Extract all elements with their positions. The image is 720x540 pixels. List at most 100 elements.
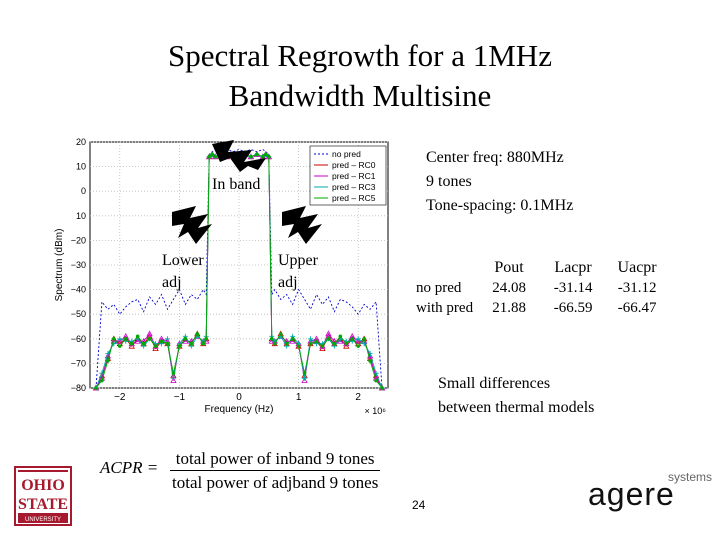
y-tick-label: −80 [71,383,86,393]
data-point [164,336,170,342]
data-point [261,154,265,159]
data-point [350,337,355,341]
center-info: Center freq: 880MHz 9 tones Tone-spacing… [426,146,573,218]
data-point [99,370,105,376]
data-point [129,341,134,346]
data-point [344,341,349,346]
y-tick-label: −20 [71,235,86,245]
data-point [302,371,307,376]
data-point [141,341,146,346]
data-point [373,370,379,376]
title-line-2: Bandwidth Multisine [228,78,492,113]
data-point [326,337,331,341]
data-point [355,337,362,344]
bolt-upper-adj [282,206,322,244]
acpr-cell: -31.14 [553,280,593,296]
y-tick-label: 10 [76,162,86,172]
data-point [118,344,122,348]
data-point [117,336,123,342]
data-point [267,154,271,159]
lower-adj-line2: adj [162,274,182,291]
y-tick-label: −70 [71,358,86,368]
y-tick-label: −30 [71,260,86,270]
slide-title: Spectral Regrowth for a 1MHz Bandwidth M… [0,36,720,116]
data-point [201,341,206,346]
lower-adj-label: Lower adj [162,250,204,294]
data-point [183,337,188,341]
data-point [320,344,325,348]
data-point [106,359,110,363]
data-point [171,371,176,376]
in-band-label: In band [212,176,261,193]
formula-numerator: total power of inband 9 tones [170,448,381,471]
data-point [284,341,289,346]
osu-logo-line1: OHIO [21,477,65,494]
acpr-cell: -31.12 [617,280,657,296]
y-tick-label: 20 [76,137,86,147]
x-tick-label: 1 [296,392,302,403]
acpr-cell: -66.59 [553,300,593,316]
title-line-1: Spectral Regrowth for a 1MHz [168,38,552,73]
acpr-row-with-pred: with pred 21.88 -66.59 -66.47 [412,298,669,318]
y-tick-label: −40 [71,285,86,295]
data-point [210,152,214,157]
y-tick-label: −50 [71,309,86,319]
formula-lhs: ACPR = [100,458,159,477]
spacing-text: Tone-spacing: 0.1MHz [426,197,574,214]
data-point [325,330,332,337]
data-point [147,337,152,341]
y-tick-label: 10 [76,211,86,221]
acpr-header-uacpr: Uacpr [617,259,657,276]
acpr-table: Pout Lacpr Uacpr no pred 24.08 -31.14 -3… [412,258,669,318]
data-point [135,334,140,339]
center-freq-text: Center freq: 880MHz [426,149,564,166]
bolt-in-band [212,140,266,172]
y-tick-label: −60 [71,334,86,344]
data-point [94,386,98,390]
page-number: 24 [412,498,426,512]
x-tick-label: 2 [355,392,361,403]
data-point [368,359,372,363]
formula-fraction: total power of inband 9 tones total powe… [170,448,381,495]
data-point [338,334,343,339]
data-point [112,337,116,341]
legend-label: pred – RC3 [332,182,376,192]
legend-label: pred – RC5 [332,193,376,203]
data-point [272,341,277,346]
note-line-1: Small differences [438,375,551,392]
x-multiplier-label: × 10⁶ [365,406,387,416]
acpr-header-pout: Pout [494,259,524,276]
data-point [356,344,361,348]
series-line-0 [95,148,383,389]
data-point [123,337,128,341]
data-point [314,339,319,344]
acpr-header-row: Pout Lacpr Uacpr [412,258,669,278]
agere-logo: agere systems [588,470,712,513]
y-tick-label: 0 [81,186,86,196]
y-axis-label: Spectrum (dBm) [54,229,65,302]
x-tick-label: −1 [174,392,186,403]
acpr-cell: 24.08 [492,280,526,296]
data-point [177,344,182,348]
data-point [374,378,378,383]
osu-logo-line3: UNIVERSITY [25,517,61,523]
upper-adj-label: Upper adj [278,250,318,294]
osu-logo: OHIO STATE UNIVERSITY [14,466,72,526]
data-point [207,154,211,159]
data-point [116,337,123,344]
x-tick-label: −2 [114,392,126,403]
data-point [301,377,308,384]
data-point [146,330,153,337]
data-point [165,341,170,346]
bolt-lower-adj [172,206,212,244]
data-point [249,154,253,159]
data-point [332,341,337,346]
data-point [380,386,384,390]
acpr-row-no-pred: no pred 24.08 -31.14 -31.12 [412,278,669,298]
upper-adj-line1: Upper [278,252,318,269]
legend-label: pred – RC0 [332,160,376,170]
data-point [204,337,209,341]
acpr-cell: -66.47 [617,300,657,316]
data-point [100,378,104,383]
